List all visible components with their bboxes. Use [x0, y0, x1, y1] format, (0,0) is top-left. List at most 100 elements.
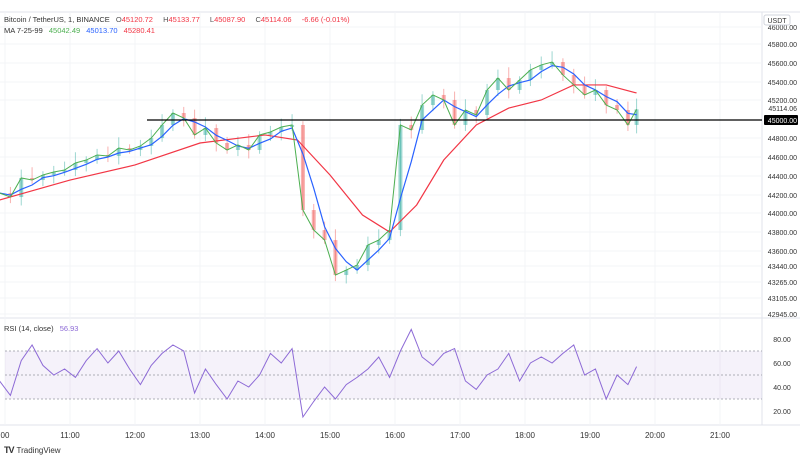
candle-body	[376, 240, 381, 246]
candle-body	[430, 94, 435, 106]
y-tick-label: 44400.00	[768, 174, 797, 181]
candle-body	[517, 79, 522, 90]
candle-body	[625, 109, 630, 125]
rsi-tick-label: 60.00	[773, 361, 791, 368]
candle-body	[257, 134, 262, 151]
ma7-line	[0, 61, 638, 276]
candle-body	[333, 240, 338, 276]
close-value: 45114.06	[260, 15, 292, 24]
rsi-tick-label: 80.00	[773, 337, 791, 344]
candle-body	[246, 144, 251, 151]
candle-body	[268, 131, 273, 135]
candle-body	[30, 177, 35, 181]
x-tick-label: 15:00	[320, 431, 341, 440]
x-tick-label: 16:00	[385, 431, 406, 440]
candle-body	[300, 124, 305, 211]
candle-body	[62, 170, 67, 172]
symbol-title: Bitcoin / TetherUS, 1, BINANCE	[4, 15, 110, 24]
candle-body	[387, 230, 392, 241]
candle-body	[506, 78, 511, 90]
candle-body	[593, 89, 598, 95]
candle-body	[560, 62, 565, 75]
candle-body	[604, 89, 609, 106]
candle-body	[225, 143, 230, 151]
candle-body	[355, 265, 360, 271]
y-tick-label: 45600.00	[768, 61, 797, 68]
currency-label: USDT	[767, 18, 787, 25]
rsi-tick-label: 20.00	[773, 409, 791, 416]
x-tick-label: 14:00	[255, 431, 276, 440]
y-tick-label: 43440.00	[768, 264, 797, 271]
candle-body	[235, 144, 240, 151]
candle-body	[73, 163, 78, 171]
candle-body	[344, 270, 349, 276]
x-tick-label: 17:00	[450, 431, 471, 440]
candle-body	[181, 112, 186, 119]
candle-body	[441, 94, 446, 100]
rsi-tick-label: 40.00	[773, 385, 791, 392]
y-tick-label: 43800.00	[768, 230, 797, 237]
candle-body	[409, 124, 414, 131]
candle-body	[95, 154, 100, 161]
candle-body	[474, 109, 479, 115]
ma-legend: MA 7-25-99 45042.49 45013.70 45280.41	[4, 26, 159, 35]
x-tick-label: 13:00	[190, 431, 211, 440]
candle-body	[311, 210, 316, 231]
candle-body	[149, 138, 154, 146]
ma99-line	[0, 84, 637, 233]
x-tick-label: 21:00	[710, 431, 731, 440]
horizontal-line-price-label: 45000.00	[768, 118, 797, 125]
candle-body	[452, 99, 457, 125]
candle-body	[571, 74, 576, 85]
y-tick-label: 44000.00	[768, 211, 797, 218]
candle-body	[170, 112, 175, 125]
candle-body	[51, 171, 56, 175]
y-tick-label: 45800.00	[768, 42, 797, 49]
y-tick-label: 44600.00	[768, 155, 797, 162]
rsi-value: 56.93	[59, 324, 79, 333]
x-tick-label: 11:00	[60, 431, 80, 440]
tradingview-name: TradingView	[16, 445, 61, 455]
x-tick-label: 12:00	[125, 431, 146, 440]
symbol-legend: Bitcoin / TetherUS, 1, BINANCE O45120.72…	[4, 15, 354, 24]
close-label: C	[255, 15, 261, 24]
candle-body	[322, 230, 327, 241]
y-tick-label: 43105.00	[768, 296, 797, 303]
y-tick-label: 43600.00	[768, 249, 797, 256]
candle-body	[582, 84, 587, 95]
high-label: H	[163, 15, 169, 24]
candle-body	[463, 109, 468, 125]
open-label: O	[115, 15, 122, 24]
ma-label: MA 7-25-99	[4, 26, 43, 35]
y-tick-label: 42945.00	[768, 312, 797, 319]
y-tick-label: 43265.00	[768, 280, 797, 287]
candle-body	[398, 124, 403, 231]
candle-body	[192, 118, 197, 135]
candle-body	[160, 124, 165, 139]
candle-body	[634, 109, 639, 125]
x-tick-label: 00	[1, 431, 10, 440]
x-tick-label: 20:00	[645, 431, 666, 440]
y-tick-label: 46000.00	[768, 25, 797, 32]
y-tick-label: 45400.00	[768, 80, 797, 87]
y-tick-label: 44200.00	[768, 193, 797, 200]
candle-body	[485, 89, 490, 115]
low-value: 45087.90	[214, 15, 246, 24]
candle-body	[550, 62, 555, 65]
rsi-label: RSI (14, close)	[4, 324, 54, 333]
candle-body	[279, 127, 284, 132]
currency-box	[763, 14, 791, 26]
candle-body	[615, 105, 620, 110]
candle-body	[495, 78, 500, 90]
tradingview-logo[interactable]: TV TradingView	[4, 445, 61, 455]
horizontal-line-price-badge	[764, 115, 798, 125]
candle-body	[365, 245, 370, 266]
ma99-value: 45280.41	[123, 26, 155, 35]
low-label: L	[209, 15, 215, 24]
candle-body	[19, 177, 24, 198]
rsi-band-fill	[5, 351, 762, 399]
rsi-legend: RSI (14, close) 56.93	[4, 324, 82, 333]
ma7-value: 45042.49	[48, 26, 81, 35]
candle-body	[528, 69, 533, 80]
